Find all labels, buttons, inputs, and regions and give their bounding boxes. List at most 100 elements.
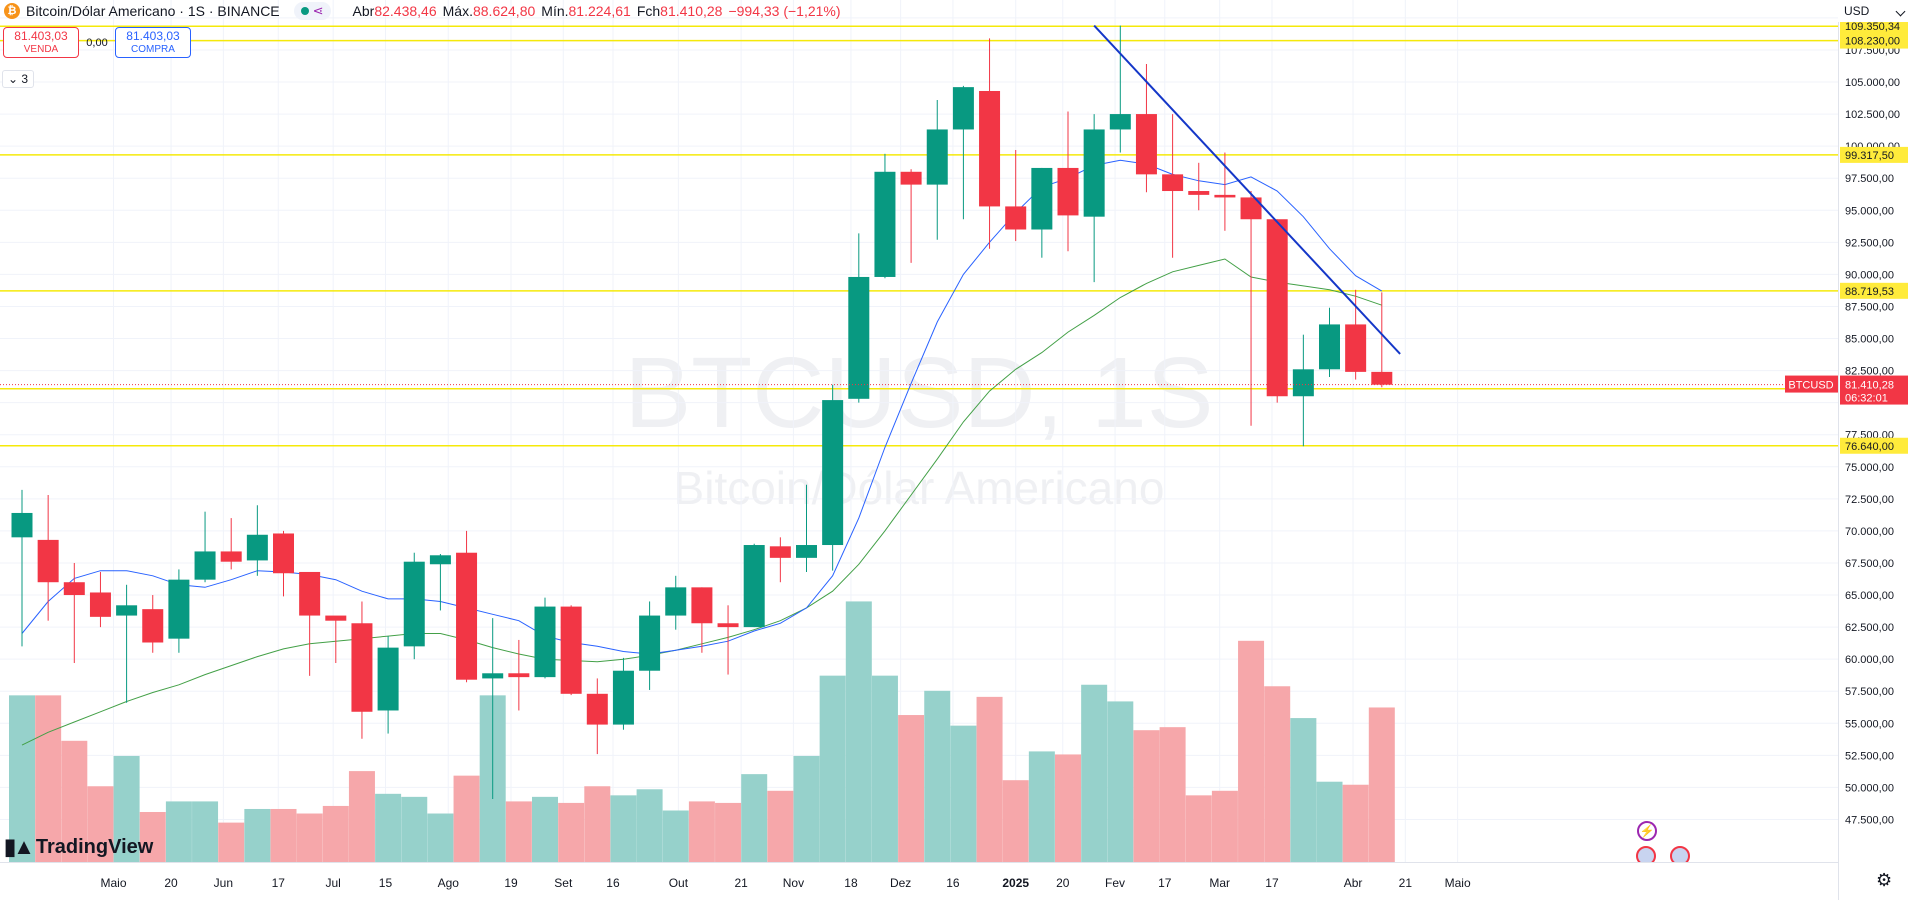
time-tick-label: Maio [101, 876, 127, 890]
share-icon: ⋖ [312, 3, 324, 18]
bar-countdown: 06:32:01 [1845, 393, 1888, 405]
volume-bar [662, 810, 689, 862]
level-tag-text: 76.640,00 [1845, 441, 1894, 453]
volume-bar [1185, 795, 1212, 862]
volume-bar [532, 796, 558, 862]
volume-bar [1159, 727, 1186, 862]
ohlc-label: Máx. [442, 3, 473, 19]
time-tick-label: 2025 [1002, 876, 1029, 890]
ohlc-value: 81.224,61 [568, 3, 631, 19]
ohlc-values: Abr82.438,46 Máx.88.624,80 Mín.81.224,61 Fc… [347, 3, 723, 19]
volume-bar [61, 740, 88, 862]
volume-bar [35, 695, 62, 862]
settings-gear-icon[interactable]: ⚙ [1876, 870, 1893, 890]
indicators-toggle[interactable]: ⌄ 3 [2, 70, 35, 88]
level-tag [1840, 18, 1908, 35]
candle-body [377, 647, 399, 711]
last-price-symbol-tag [1785, 375, 1838, 393]
sell-button[interactable]: 81.403,03 VENDA [3, 27, 79, 58]
price-tick-label: 87.500,00 [1845, 301, 1894, 313]
time-tick-label: 17 [1158, 876, 1172, 890]
volume-bar [322, 805, 349, 862]
candle-body [142, 609, 164, 643]
change-value: −994,33 (−1,21%) [728, 3, 841, 19]
price-tick-label: 65.000,00 [1845, 590, 1894, 602]
moving-average-slow [21, 258, 1382, 746]
candle-body [717, 623, 739, 628]
volume-bar [192, 801, 219, 862]
us-flag-event-icon[interactable] [1636, 846, 1656, 862]
currency-selector[interactable]: USD [1838, 0, 1910, 22]
price-tick-label: 102.500,00 [1845, 109, 1900, 121]
time-tick-label: Fev [1105, 876, 1125, 890]
price-tick-label: 70.000,00 [1845, 526, 1894, 538]
ohlc-label: Mín. [541, 3, 569, 19]
price-tick-label: 72.500,00 [1845, 494, 1894, 506]
price-tick-label: 60.000,00 [1845, 654, 1894, 666]
volume-bar [453, 775, 480, 862]
volume-bar [139, 812, 166, 862]
volume-bars [9, 601, 1395, 862]
volume-bar [87, 786, 114, 862]
time-tick-label: Set [554, 876, 573, 890]
price-axis[interactable]: 47.500,00 50.000,00 52.500,00 55.000,00 57.5… [1838, 0, 1910, 900]
candle-body [403, 561, 425, 647]
time-tick-label: Out [669, 876, 689, 890]
candle-body [639, 615, 661, 671]
last-price-tag [1840, 375, 1908, 405]
candle-body [299, 571, 321, 616]
spread-value: 0,00 [86, 36, 108, 49]
candle-body [1188, 191, 1210, 195]
price-tick-label: 62.500,00 [1845, 622, 1894, 634]
market-open-icon [300, 7, 309, 15]
volume-bar [1238, 640, 1265, 862]
grid [0, 0, 1838, 862]
time-tick-label: 17 [1265, 876, 1279, 890]
price-tick-label: 75.000,00 [1845, 462, 1894, 474]
trade-buttons: 81.403,03 VENDA 0,00 81.403,03 COMPRA [3, 27, 191, 58]
candle-body [534, 606, 556, 678]
volume-bar [1368, 707, 1395, 862]
buy-button[interactable]: 81.403,03 COMPRA [115, 27, 191, 58]
volume-bar [427, 813, 454, 862]
us-flag-event-icon[interactable] [1670, 846, 1690, 862]
time-tick-label: Ago [438, 876, 460, 890]
volume-bar [505, 801, 532, 862]
ohlc-value: 81.410,28 [660, 3, 723, 19]
candle-body [89, 592, 111, 617]
last-price-value: 81.410,28 [1845, 380, 1894, 392]
candle-body [482, 673, 504, 679]
volume-bar [793, 755, 820, 862]
level-tag-text: 88.719,53 [1845, 286, 1894, 298]
time-tick-label: Mar [1209, 876, 1230, 890]
time-tick-label: Dez [890, 876, 911, 890]
volume-bar [218, 822, 245, 862]
ohlc-label: Fch [636, 3, 661, 19]
tradingview-logo[interactable]: ▮▲ TradingView [4, 834, 153, 860]
volume-bar [558, 802, 585, 862]
level-tag [1840, 282, 1908, 299]
candle-body [508, 673, 530, 678]
volume-bar [165, 801, 192, 862]
time-tick-label: Nov [783, 876, 804, 890]
lightning-event-icon[interactable]: ⚡ [1637, 821, 1657, 841]
symbol-legend[interactable]: ₿ Bitcoin/Dólar Americano · 1S · BINANCE… [0, 0, 841, 22]
candle-body [586, 693, 608, 725]
candle-body [11, 512, 33, 538]
symbol-title[interactable]: Bitcoin/Dólar Americano · 1S · BINANCE [26, 3, 280, 19]
time-axis[interactable]: Maio 20 Jun 17 Jul 15 Ago 19 Set 16 Out 21 Nov 18 Dez 1… [0, 862, 1838, 901]
price-tick-label: 97.500,00 [1845, 173, 1894, 185]
chart-pane[interactable]: BTCUSD, 1S Bitcoin/Dólar Americano BTCUS… [0, 0, 1838, 862]
volume-bar [401, 796, 428, 862]
candle-body [194, 551, 216, 580]
volume-bar [741, 774, 768, 862]
candle-body [1162, 174, 1184, 192]
last-price-symbol-text: BTCUSD [1788, 380, 1833, 392]
price-chart[interactable]: BTCUSD [0, 0, 1838, 862]
price-tick-label: 90.000,00 [1845, 269, 1894, 281]
market-status-pill[interactable]: ⋖ [293, 2, 331, 20]
candle-body [848, 276, 870, 399]
candle-body [325, 615, 347, 621]
volume-bar [1290, 718, 1317, 862]
volume-bar [924, 690, 951, 862]
